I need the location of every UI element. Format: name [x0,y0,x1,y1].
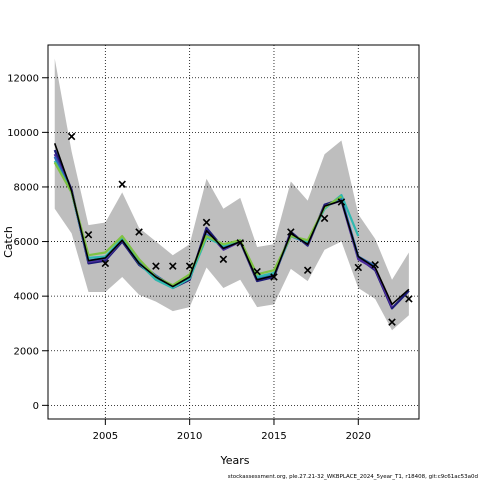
x-axis: 2005 2010 2015 2020 [93,418,371,442]
x-tick-label: 2020 [346,431,371,442]
confidence-band [54,58,409,331]
observed-point [388,318,396,326]
y-tick-label: 2000 [14,346,39,357]
y-tick-label: 8000 [14,182,39,193]
series-line-black [53,143,410,306]
observed-point [354,263,363,272]
observed-point [135,228,143,236]
observed-points [67,132,413,326]
y-axis-title: Catch [2,226,15,258]
observed-point [405,295,413,303]
x-tick-label: 2010 [177,431,202,442]
x-tick-label: 2015 [261,431,286,442]
observed-point [287,228,295,236]
observed-point [236,239,245,247]
y-axis: 0 2000 4000 6000 8000 10000 12000 [7,73,49,412]
observed-point [303,266,312,274]
y-tick-label: 4000 [14,292,39,303]
observed-point [169,262,177,270]
y-tick-label: 12000 [7,73,39,84]
observed-point [371,260,379,269]
observed-point [152,262,160,270]
observed-point [253,267,261,276]
observed-point [270,273,278,281]
observed-point [84,230,93,239]
observed-point [101,259,110,268]
observed-point [320,214,329,223]
observed-point [337,198,346,206]
observed-point [202,218,211,227]
observed-point [185,262,194,270]
x-axis-title: Years [219,454,249,467]
observed-point [67,132,76,141]
footer-note: stockassessment.org, ple.27.21-32_WKBPLA… [228,474,478,480]
y-tick-label: 6000 [14,237,39,248]
x-tick-label: 2005 [93,431,118,442]
y-tick-label: 0 [33,401,39,412]
observed-point [118,180,126,188]
confidence-band-area [54,58,409,331]
series-lines [53,143,410,310]
grid [48,45,419,419]
y-tick-label: 10000 [7,128,39,139]
observed-point [219,255,228,264]
